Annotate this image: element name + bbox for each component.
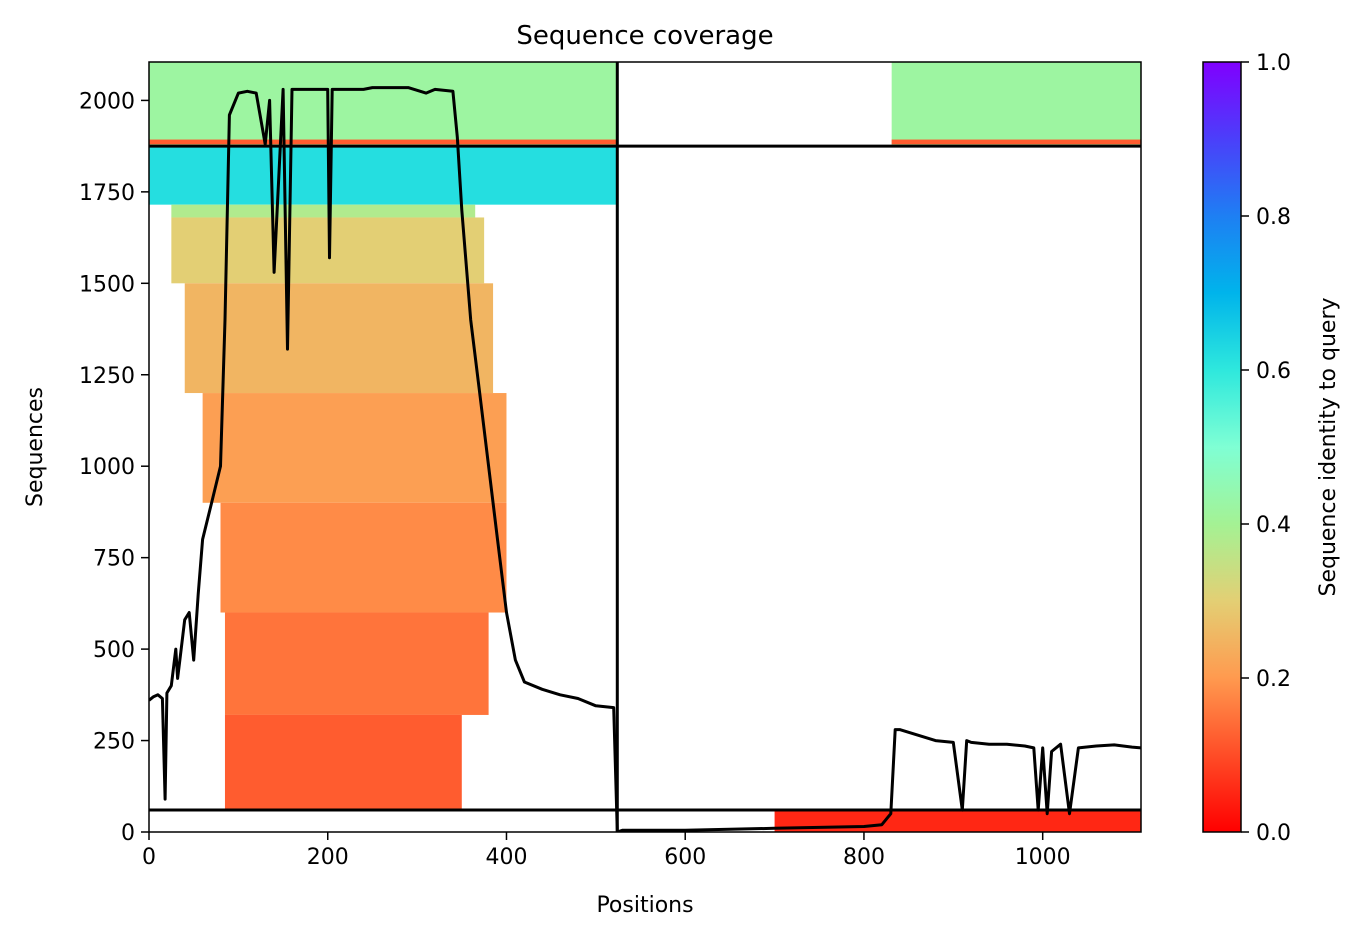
coverage-block [171,204,476,218]
x-tick-label: 200 [307,845,349,870]
coverage-block [891,62,1141,147]
colorbar [1202,61,1242,833]
x-tick-label: 400 [485,845,527,870]
y-tick-label: 1500 [79,272,135,297]
coverage-block [184,283,494,394]
coverage-block [224,714,462,811]
y-tick-label: 500 [93,638,135,663]
y-tick-label: 1750 [79,181,135,206]
coverage-block [220,502,507,613]
coverage-heatmap [149,62,1141,832]
colorbar-tick-label: 0.2 [1256,667,1291,692]
y-tick-label: 1250 [79,364,135,389]
coverage-block [224,612,489,715]
coverage-block [149,139,618,145]
x-tick-label: 600 [664,845,706,870]
coverage-block [149,146,618,205]
region-boundaries [149,62,1141,832]
y-axis: 0 250 500 750 1000 1250 1500 1750 2000 [79,89,149,846]
colorbar-tick-label: 0.8 [1256,205,1291,230]
x-axis-title: Positions [596,893,693,918]
colorbar-tick-label: 1.0 [1256,51,1291,76]
y-tick-label: 0 [121,821,135,846]
x-tick-label: 0 [142,845,156,870]
coverage-block [202,393,507,503]
y-tick-label: 250 [93,730,135,755]
chart-title: Sequence coverage [516,21,773,51]
y-tick-label: 750 [93,547,135,572]
colorbar-axis: 0.0 0.2 0.4 0.6 0.8 1.0 [1241,51,1291,846]
coverage-block [891,139,1141,145]
coverage-line [149,86,1141,832]
y-tick-label: 1000 [79,455,135,480]
x-axis: 0 200 400 600 800 1000 [142,832,1071,870]
x-tick-label: 800 [843,845,885,870]
coverage-block [774,810,1141,832]
colorbar-tick-label: 0.4 [1256,513,1291,538]
x-tick-label: 1000 [1015,845,1071,870]
colorbar-tick-label: 0.6 [1256,359,1291,384]
colorbar-tick-label: 0.0 [1256,821,1291,846]
plot-frame [148,61,1142,833]
coverage-block [149,62,618,147]
y-tick-label: 2000 [79,89,135,114]
y-axis-title: Sequences [23,387,48,507]
colorbar-label: Sequence identity to query [1316,297,1341,596]
